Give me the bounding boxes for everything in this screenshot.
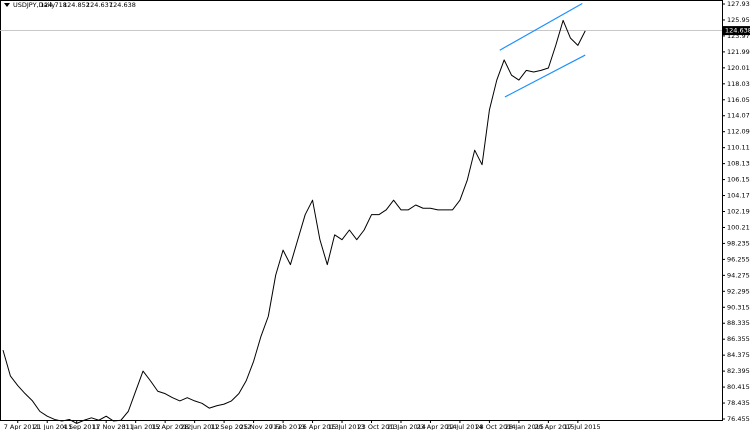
y-tick-label: 76.455 [727, 415, 750, 423]
symbol: USDJPY,Daily [13, 1, 55, 9]
y-tick-label: 125.955 [727, 16, 750, 24]
y-tick-label: 112.095 [727, 128, 750, 136]
y-tick-label: 104.175 [727, 192, 750, 200]
ohlc-value: 124.718 [40, 1, 67, 9]
y-tick-label: 88.335 [727, 319, 750, 327]
trendline [504, 54, 586, 98]
x-tick-label: 23 Apr 2014 [416, 423, 456, 430]
x-tick-label: 22 Jul 2014 [446, 423, 483, 430]
x-tick-label: 7 Feb 2013 [269, 423, 305, 430]
ohlc-value: 124.852 [63, 1, 90, 9]
y-tick-label: 106.155 [727, 176, 750, 184]
y-tick-label: 127.935 [727, 0, 750, 8]
price-line [2, 19, 586, 424]
y-tick-label: 94.275 [727, 271, 750, 279]
y-tick-label: 114.075 [727, 112, 750, 120]
menu-triangle[interactable] [4, 3, 10, 7]
x-tick-label: 21 Jun 2011 [33, 423, 72, 430]
x-tick-label: 28 Jun 2012 [181, 423, 220, 430]
y-tick-label: 121.995 [727, 48, 750, 56]
x-tick-label: 7 Apr 2011 [4, 423, 40, 430]
y-tick-label: 108.135 [727, 160, 750, 168]
y-tick-label: 78.435 [727, 399, 750, 407]
ohlc-value: 124.637 [86, 1, 113, 9]
y-tick-label: 100.215 [727, 223, 750, 231]
y-tick-label: 120.015 [727, 64, 750, 72]
x-tick-label: 17 Nov 2011 [92, 423, 134, 430]
y-tick-label: 102.195 [727, 208, 750, 216]
y-tick-label: 118.035 [727, 80, 750, 88]
current-price-label: 124.638 [725, 27, 750, 35]
y-tick-label: 90.315 [727, 303, 750, 311]
y-tick-label: 116.055 [727, 96, 750, 104]
plot-frame [0, 0, 723, 421]
x-tick-label: 28 Oct 2014 [475, 423, 515, 430]
y-tick-label: 92.295 [727, 287, 750, 295]
x-tick-label: 26 Apr 2013 [299, 423, 339, 430]
x-tick-label: 20 Apr 2015 [534, 423, 574, 430]
x-tick-label: 25 Nov 2012 [240, 423, 282, 430]
x-tick-label: 15 Apr 2012 [151, 423, 191, 430]
y-tick-label: 86.355 [727, 335, 750, 343]
y-tick-label: 84.375 [727, 351, 750, 359]
x-tick-label: 17 Jul 2015 [564, 423, 601, 430]
x-tick-label: 28 Jan 2015 [505, 423, 544, 430]
x-tick-label: 15 Jul 2013 [328, 423, 365, 430]
current-price-box [723, 26, 750, 36]
y-tick-label: 110.115 [727, 144, 750, 152]
y-tick-label: 98.235 [727, 239, 750, 247]
x-tick-label: 11 Sep 2012 [210, 423, 251, 430]
ohlc-value: 124.638 [109, 1, 136, 9]
x-tick-label: 31 Jan 2012 [122, 423, 161, 430]
y-tick-label: 123.975 [727, 32, 750, 40]
x-tick-label: 21 Jan 2014 [387, 423, 426, 430]
y-tick-label: 80.415 [727, 383, 750, 391]
x-tick-label: 23 Oct 2013 [358, 423, 398, 430]
trendline [499, 2, 583, 51]
y-tick-label: 96.255 [727, 255, 750, 263]
y-tick-label: 82.395 [727, 367, 750, 375]
x-tick-label: 4 Sep 2011 [63, 423, 100, 430]
